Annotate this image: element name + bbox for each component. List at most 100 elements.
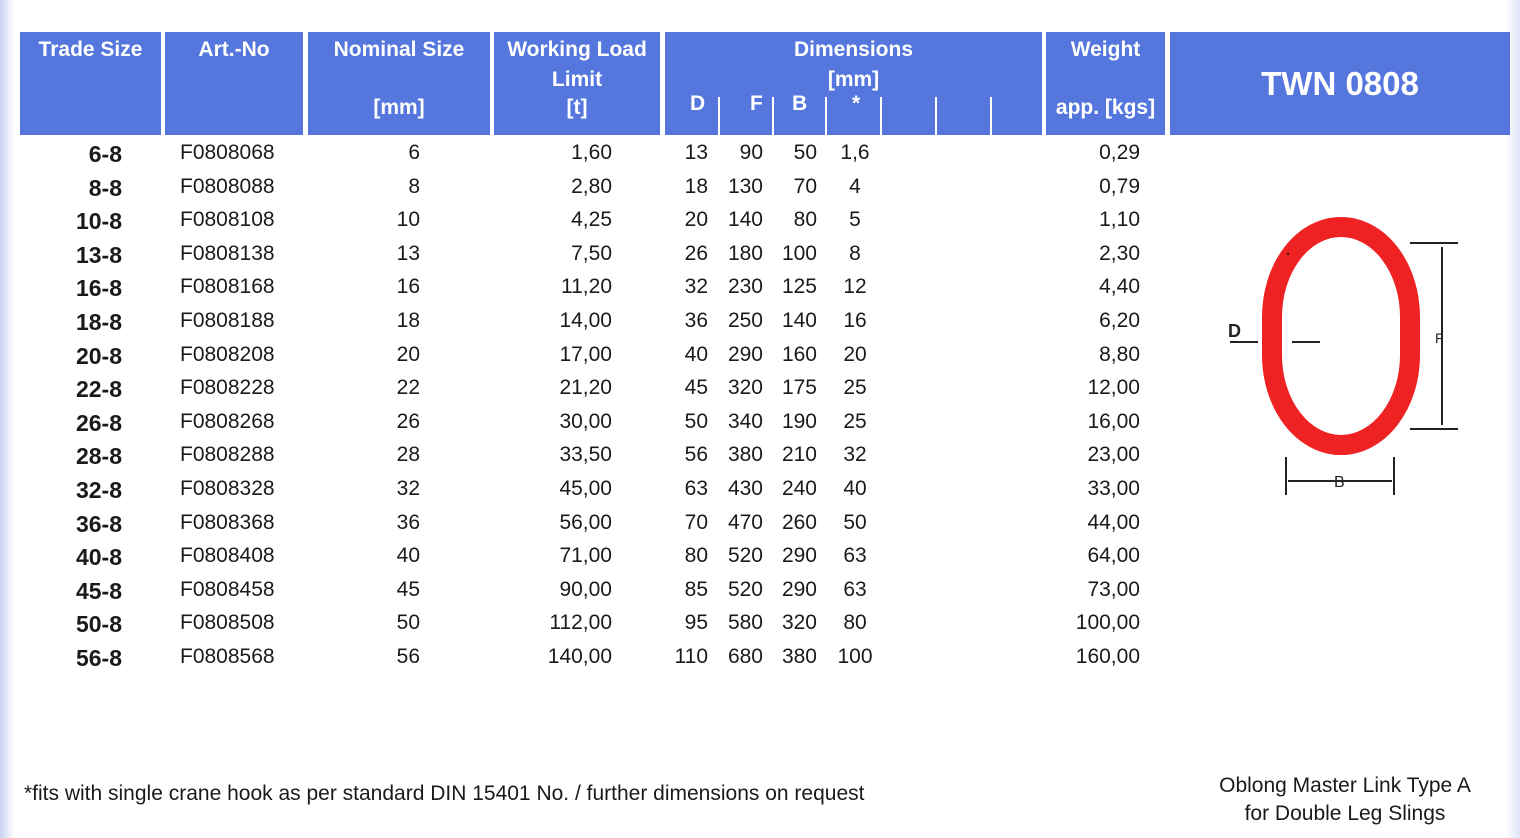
cell-s: 40 [843,477,867,500]
product-caption: Oblong Master Link Type A for Double Leg… [1190,772,1500,828]
cell-s: 1,6 [840,141,870,164]
table-row: 32-8 F0808328 32 45,00 63 430 240 40 33,00 [0,477,1200,510]
header-label: Limit [551,68,603,91]
cell-f: 130 [727,174,763,198]
cell-s: 100 [837,645,873,668]
cell-ts: 26-8 [75,409,122,436]
cell-s: 5 [849,208,861,232]
cell-d: 85 [684,577,708,601]
cell-d: 50 [684,409,708,433]
cell-f: 340 [727,409,763,433]
cell-b: 260 [781,510,817,534]
table-row: 28-8 F0808288 28 33,50 56 380 210 32 23,00 [0,443,1200,476]
cell-d: 13 [684,141,708,164]
cell-wll: 4,25 [571,208,612,232]
cell-d: 26 [684,241,708,265]
header-dim-f: F [750,92,763,115]
cell-w: 0,79 [1099,174,1140,198]
cell-art: F0808068 [180,141,275,164]
cell-nom: 16 [396,275,420,299]
table-row: 56-8 F0808568 56 140,00 110 680 380 100 160,00 [0,645,1200,678]
cell-b: 160 [781,342,817,366]
cell-nom: 26 [396,409,420,433]
table-row: 8-8 F0808088 8 2,80 18 130 70 4 0,79 [0,175,1200,208]
cell-art: F0808108 [180,208,275,232]
cell-f: 90 [739,141,763,164]
cell-nom: 10 [396,208,420,232]
product-code: TWN 0808 [1170,32,1510,135]
cell-s: 32 [843,443,867,467]
cell-b: 190 [781,409,817,433]
cell-nom: 32 [396,477,420,500]
cell-ts: 50-8 [75,611,122,638]
cell-art: F0808138 [180,241,275,265]
divider [935,97,937,135]
cell-f: 580 [727,611,763,635]
cell-ts: 16-8 [75,275,122,302]
cell-b: 290 [781,577,817,601]
label-d: D [1228,321,1241,341]
cell-ts: 8-8 [88,174,122,201]
header-unit: app. [kgs] [1055,96,1156,119]
cell-s: 4 [849,174,861,198]
cell-b: 380 [781,645,817,668]
cell-art: F0808328 [180,477,275,500]
cell-w: 23,00 [1087,443,1140,467]
cell-ts: 22-8 [75,376,122,403]
cell-nom: 20 [396,342,420,366]
cell-b: 50 [793,141,817,164]
cell-d: 63 [684,477,708,500]
cell-w: 2,30 [1099,241,1140,265]
cell-art: F0808408 [180,544,275,568]
cell-wll: 7,50 [571,241,612,265]
cell-ts: 36-8 [75,510,122,537]
cell-art: F0808508 [180,611,275,635]
cell-b: 320 [781,611,817,635]
cell-s: 8 [849,241,861,265]
cell-w: 6,20 [1099,309,1140,332]
cell-f: 680 [727,645,763,668]
cell-wll: 45,00 [559,477,612,500]
header-dim-d: D [690,92,706,115]
cell-nom: 50 [396,611,420,635]
cell-nom: 6 [408,141,420,164]
cell-d: 32 [684,275,708,299]
table-row: 16-8 F0808168 16 11,20 32 230 125 12 4,40 [0,275,1200,308]
cell-d: 70 [684,510,708,534]
cell-art: F0808168 [180,275,275,299]
header-nominal-size: Nominal Size [mm] [308,32,490,135]
cell-f: 520 [727,544,763,568]
header-label: Trade Size [38,38,143,61]
divider [718,97,720,135]
cell-d: 95 [684,611,708,635]
cell-wll: 112,00 [549,611,612,635]
cell-d: 80 [684,544,708,568]
cell-wll: 71,00 [559,544,612,568]
header-label: Art.-No [198,38,270,61]
cell-art: F0808088 [180,174,275,198]
cell-wll: 90,00 [559,577,612,601]
cell-f: 430 [727,477,763,500]
cell-art: F0808288 [180,443,275,467]
cell-wll: 17,00 [559,342,612,366]
header-wll: Working Load Limit [t] [494,32,660,135]
cell-d: 36 [684,309,708,332]
cell-ts: 10-8 [75,208,122,235]
cell-d: 110 [674,645,708,668]
table-row: 26-8 F0808268 26 30,00 50 340 190 25 16,00 [0,410,1200,443]
table-row: 6-8 F0808068 6 1,60 13 90 50 1,6 0,29 [0,141,1200,174]
table-row: 18-8 F0808188 18 14,00 36 250 140 16 6,20 [0,309,1200,342]
cell-b: 290 [781,544,817,568]
cell-art: F0808268 [180,409,275,433]
header-art-no: Art.-No [165,32,303,135]
cell-w: 1,10 [1099,208,1140,232]
header-unit: [mm] [373,96,425,119]
cell-art: F0808568 [180,645,275,668]
cell-s: 25 [843,376,867,400]
product-code-label: TWN 0808 [1261,65,1419,102]
cell-ts: 18-8 [75,309,122,335]
header-label: Dimensions [793,38,914,61]
header-dim-b: B [792,92,808,115]
divider [772,97,774,135]
cell-w: 0,29 [1099,141,1140,164]
